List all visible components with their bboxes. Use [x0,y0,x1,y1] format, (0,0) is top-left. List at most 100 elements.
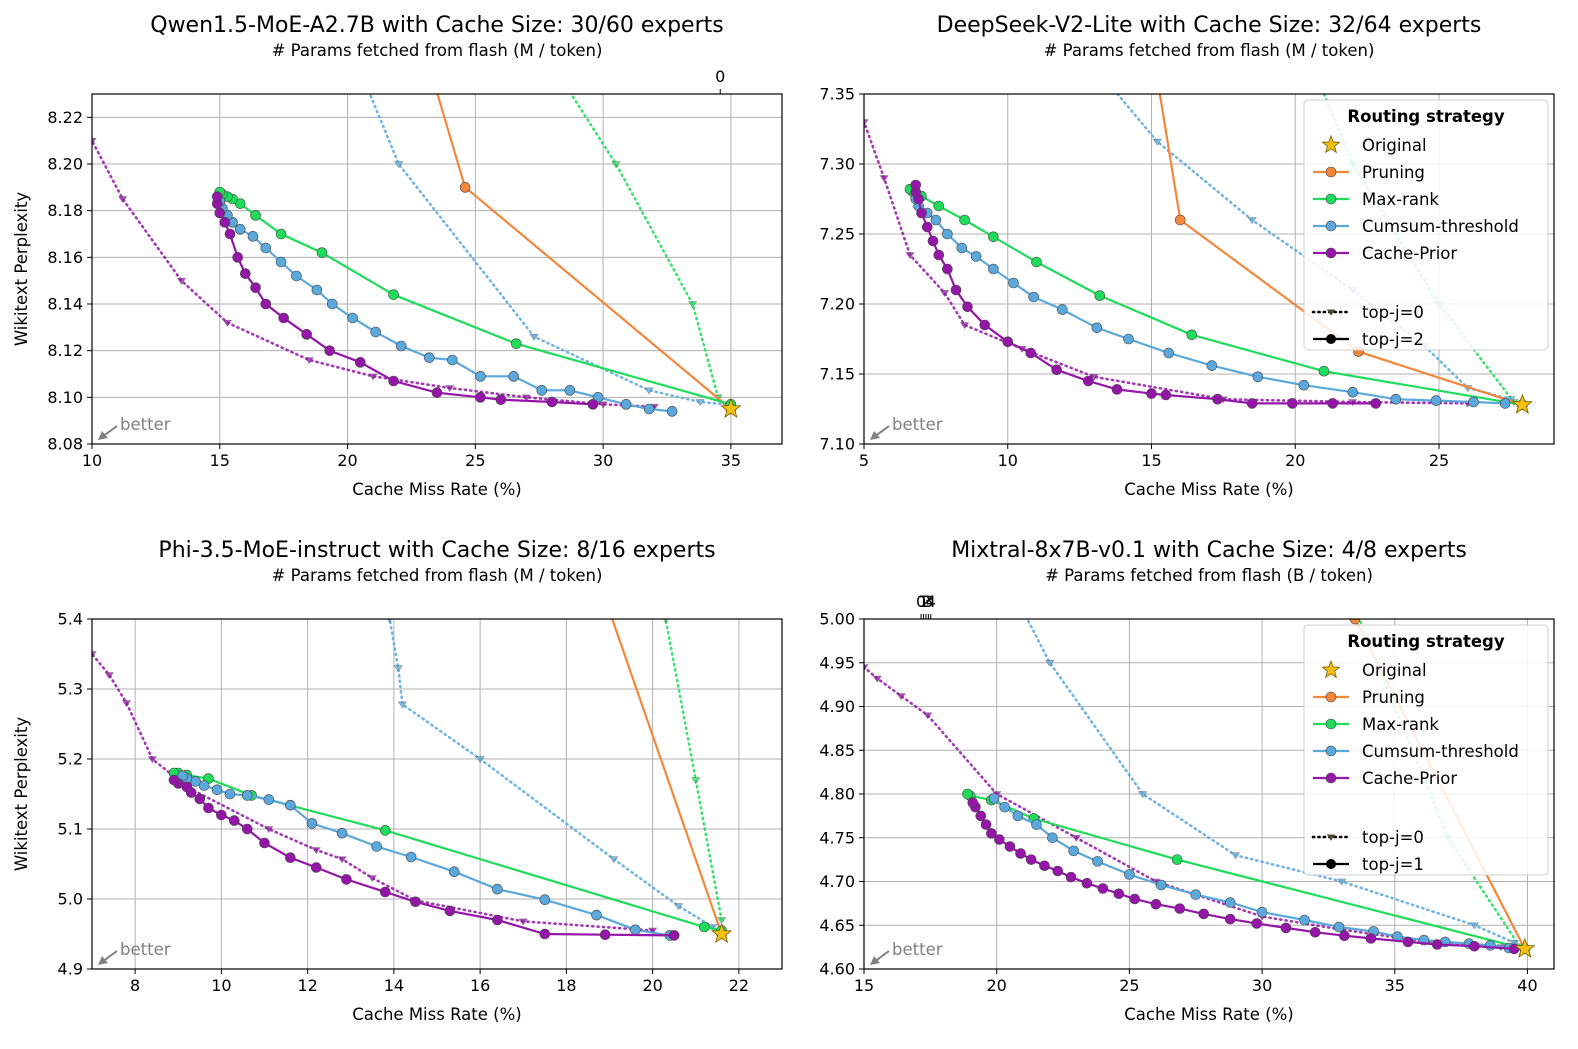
y-tick-label: 4.85 [819,741,855,760]
data-point-cacheprior-topj0 [872,675,882,683]
plot-frame [863,93,1555,445]
data-point-maxrank [1171,854,1183,865]
x-tick-label: 30 [1252,976,1272,995]
better-annotation: better [892,415,943,434]
better-arrow-head [870,956,880,965]
legend-marker-original [1321,659,1341,679]
x-tick-label: 8 [130,976,140,995]
y-tick-label: 5.3 [58,680,83,699]
data-point-cacheprior-topj0 [311,847,321,855]
legend-label-pruning: Pruning [1362,688,1425,707]
top-x-axis-label: # Params fetched from flash (M / token) [1044,41,1375,60]
data-point-cacheprior [1111,384,1123,395]
data-point-cacheprior [921,221,933,233]
data-point-cumsum-topj0 [356,68,364,74]
data-point-cacheprior [1287,398,1298,409]
data-point-cacheprior [910,179,922,191]
y-tick-label: 4.95 [819,653,855,672]
data-point-cacheprior [1251,918,1263,929]
data-point-cacheprior [388,375,399,387]
y-tick-label: 4.70 [819,872,855,891]
data-point-cacheprior [1081,877,1093,889]
data-point-cumsum [999,801,1010,813]
data-point-cacheprior-topj0 [222,319,233,327]
data-point-cumsum [930,214,942,226]
y-tick-label: 7.15 [819,365,855,384]
y-axis-label: Wikitext Perplexity [12,717,31,872]
data-point-cacheprior [1002,336,1014,348]
data-point-cacheprior [1004,841,1016,852]
data-point-cacheprior [539,928,551,940]
data-point-cumsum-topj0 [1000,573,1008,579]
data-point-cumsum [198,780,210,791]
top-x-tick-label: 0 [916,592,926,611]
x-tick-label: 10 [82,451,102,470]
data-point-cacheprior [980,819,992,830]
data-point-cacheprior [379,886,391,898]
x-tick-label: 20 [642,976,662,995]
data-point-cacheprior [341,874,352,885]
data-point-cumsum [405,851,417,863]
y-tick-label: 7.25 [819,225,855,244]
legend-label-cacheprior: Cache-Prior [1362,244,1457,263]
legend-marker-maxrank [1325,718,1337,730]
series-line-pruning-solid [1158,94,1523,406]
data-point-cacheprior [1198,908,1209,920]
data-point-cumsum-topj0 [695,399,705,407]
series-line-maxrank-dotted [664,619,723,922]
data-point-cacheprior-topj0 [923,712,933,720]
legend-marker-cacheprior [1325,247,1337,259]
data-point-cumsum [1163,347,1175,359]
data-point-cumsum [1256,906,1268,918]
top-x-tick-label: 1 [918,592,928,611]
data-point-cumsum-topj0 [386,619,393,624]
data-point-cumsum [447,354,458,366]
data-point-cumsum [424,352,435,363]
data-point-maxrank-topj0 [687,301,698,309]
data-point-cumsum [211,784,223,796]
data-point-cacheprior [410,896,421,908]
data-point-cumsum [1012,810,1024,822]
data-point-cumsum [1206,360,1218,371]
x-tick-label: 25 [1119,976,1139,995]
legend-label-topj: top-j=2 [1362,330,1424,349]
data-point-cacheprior [259,837,270,849]
data-point-maxrank [379,825,391,836]
data-point-cumsum [1485,940,1496,951]
data-point-cumsum [988,793,1000,804]
data-point-original [1511,393,1533,414]
data-point-cacheprior [1039,860,1050,872]
data-point-cumsum [1031,819,1042,830]
legend-marker-pruning [1325,166,1337,178]
data-point-maxrank [1031,256,1042,268]
data-point-maxrank [962,788,973,800]
data-point-cacheprior [214,207,226,219]
data-point-cacheprior-topj0 [368,373,378,381]
panel-3: 8101214161820224.95.05.15.25.35.40200400… [12,538,783,1024]
series-group [92,68,737,417]
data-point-cacheprior [933,249,945,261]
x-tick-label: 20 [337,451,357,470]
data-point-cacheprior [168,774,180,786]
data-point-cacheprior [1309,926,1321,938]
legend-title: Routing strategy [1347,107,1505,126]
data-point-cacheprior [950,284,962,296]
data-point-cacheprior-topj0 [864,664,869,672]
y-tick-label: 4.75 [819,828,855,847]
data-point-cacheprior [1160,389,1172,401]
data-point-cacheprior [475,392,486,403]
plot-frame [91,618,783,970]
data-point-cumsum [263,794,275,805]
data-point-cumsum [395,340,407,352]
data-point-cacheprior [285,852,296,864]
top-x-axis-label: # Params fetched from flash (M / token) [272,41,603,60]
legend-marker-original [1321,134,1341,154]
top-x-tick-label: 2 [921,592,931,611]
y-tick-label: 8.10 [47,388,83,407]
data-point-cacheprior [1113,888,1125,900]
data-point-cacheprior [444,905,456,917]
top-x-tick-label: 0 [715,67,725,86]
y-tick-label: 8.22 [47,108,83,127]
data-point-pruning [1349,619,1361,625]
